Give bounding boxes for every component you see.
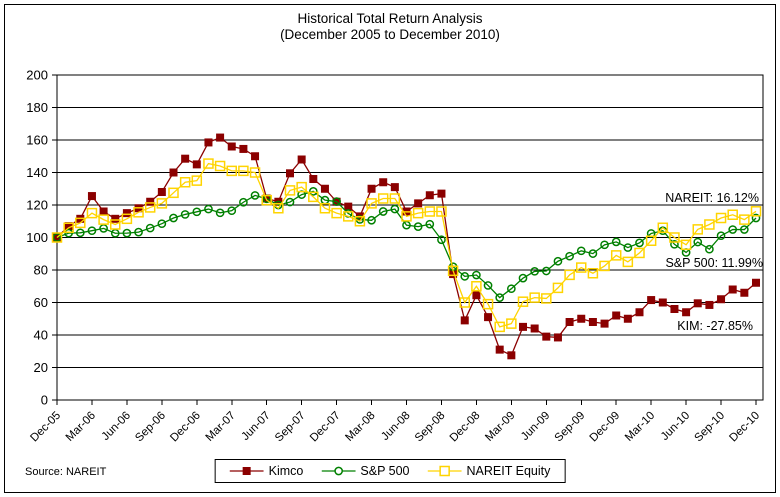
legend-label-kimco: Kimco xyxy=(268,464,304,478)
svg-text:40: 40 xyxy=(34,328,48,343)
legend-item-kimco: Kimco xyxy=(229,464,304,478)
svg-text:Dec-10: Dec-10 xyxy=(727,410,762,445)
svg-text:Mar-06: Mar-06 xyxy=(64,410,98,444)
svg-text:80: 80 xyxy=(34,263,48,278)
svg-text:Dec-08: Dec-08 xyxy=(448,410,483,445)
svg-text:Mar-10: Mar-10 xyxy=(623,410,657,444)
svg-text:Jun-06: Jun-06 xyxy=(100,410,133,443)
chart-title: Historical Total Return Analysis xyxy=(297,11,483,26)
sp500-marker-icon xyxy=(321,465,356,477)
svg-text:20: 20 xyxy=(34,360,48,375)
svg-text:Mar-07: Mar-07 xyxy=(204,410,238,444)
legend-item-sp500: S&P 500 xyxy=(321,464,410,478)
svg-text:Jun-10: Jun-10 xyxy=(659,410,692,443)
kimco-marker-icon xyxy=(229,465,264,477)
svg-text:Sep-08: Sep-08 xyxy=(413,410,448,445)
legend-item-nareit: NAREIT Equity xyxy=(427,464,551,478)
svg-text:Dec-09: Dec-09 xyxy=(588,410,623,445)
legend-label-nareit: NAREIT Equity xyxy=(466,464,551,478)
annotation-nareit: NAREIT: 16.12% xyxy=(665,191,759,205)
svg-text:180: 180 xyxy=(26,100,48,115)
chart-subtitle: (December 2005 to December 2010) xyxy=(280,27,500,42)
svg-text:Dec-05: Dec-05 xyxy=(28,410,63,445)
svg-text:Dec-06: Dec-06 xyxy=(168,410,203,445)
svg-text:Dec-07: Dec-07 xyxy=(308,410,343,445)
svg-text:100: 100 xyxy=(26,230,48,245)
annotation-kim: KIM: -27.85% xyxy=(677,319,753,333)
svg-text:Sep-06: Sep-06 xyxy=(133,410,168,445)
svg-text:Sep-07: Sep-07 xyxy=(273,410,308,445)
svg-text:Mar-09: Mar-09 xyxy=(483,410,517,444)
svg-text:140: 140 xyxy=(26,165,48,180)
svg-text:200: 200 xyxy=(26,68,48,83)
annotation-sp500: S&P 500: 11.99% xyxy=(665,256,763,270)
svg-text:0: 0 xyxy=(41,393,48,408)
source-note: Source: NAREIT xyxy=(25,466,107,478)
legend: Kimco S&P 500 NAREIT Equity xyxy=(214,459,566,483)
svg-text:60: 60 xyxy=(34,295,48,310)
svg-text:Jun-07: Jun-07 xyxy=(239,410,272,443)
svg-text:120: 120 xyxy=(26,198,48,213)
svg-text:Sep-10: Sep-10 xyxy=(692,410,727,445)
chart-title-block: Historical Total Return Analysis (Decemb… xyxy=(0,11,780,43)
svg-text:160: 160 xyxy=(26,133,48,148)
svg-text:Jun-09: Jun-09 xyxy=(519,410,552,443)
legend-label-sp500: S&P 500 xyxy=(360,464,410,478)
nareit-marker-icon xyxy=(427,465,462,477)
svg-text:Mar-08: Mar-08 xyxy=(343,410,377,444)
svg-text:Jun-08: Jun-08 xyxy=(379,410,412,443)
svg-text:Sep-09: Sep-09 xyxy=(553,410,588,445)
